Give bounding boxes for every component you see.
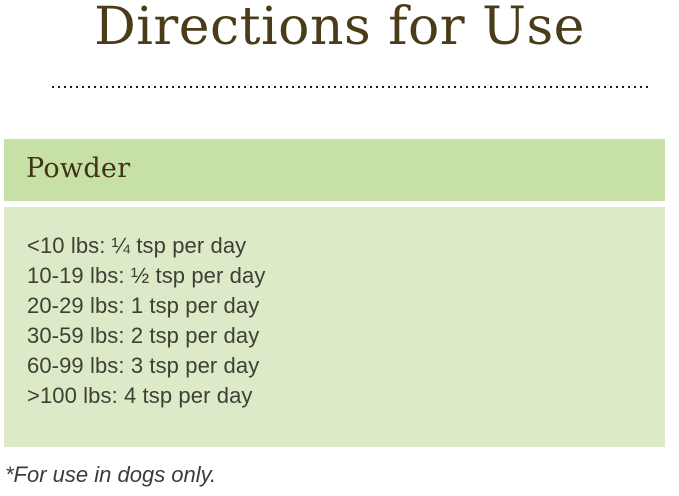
list-item: 10-19 lbs: ½ tsp per day [27,263,266,288]
list-item: 60-99 lbs: 3 tsp per day [27,353,260,378]
list-item: 20-29 lbs: 1 tsp per day [27,293,260,318]
footnote-text: *For use in dogs only. [5,462,217,487]
dotted-divider [52,86,650,89]
powder-panel-body: <10 lbs: ¼ tsp per day 10-19 lbs: ½ tsp … [4,207,665,447]
list-item: 30-59 lbs: 2 tsp per day [27,323,260,348]
list-item: <10 lbs: ¼ tsp per day [27,233,247,258]
powder-panel-header: Powder [4,139,665,201]
page-title: Directions for Use [94,0,585,57]
dosage-list: <10 lbs: ¼ tsp per day 10-19 lbs: ½ tsp … [27,231,265,411]
list-item: >100 lbs: 4 tsp per day [27,383,253,408]
powder-panel-header-label: Powder [26,153,131,184]
